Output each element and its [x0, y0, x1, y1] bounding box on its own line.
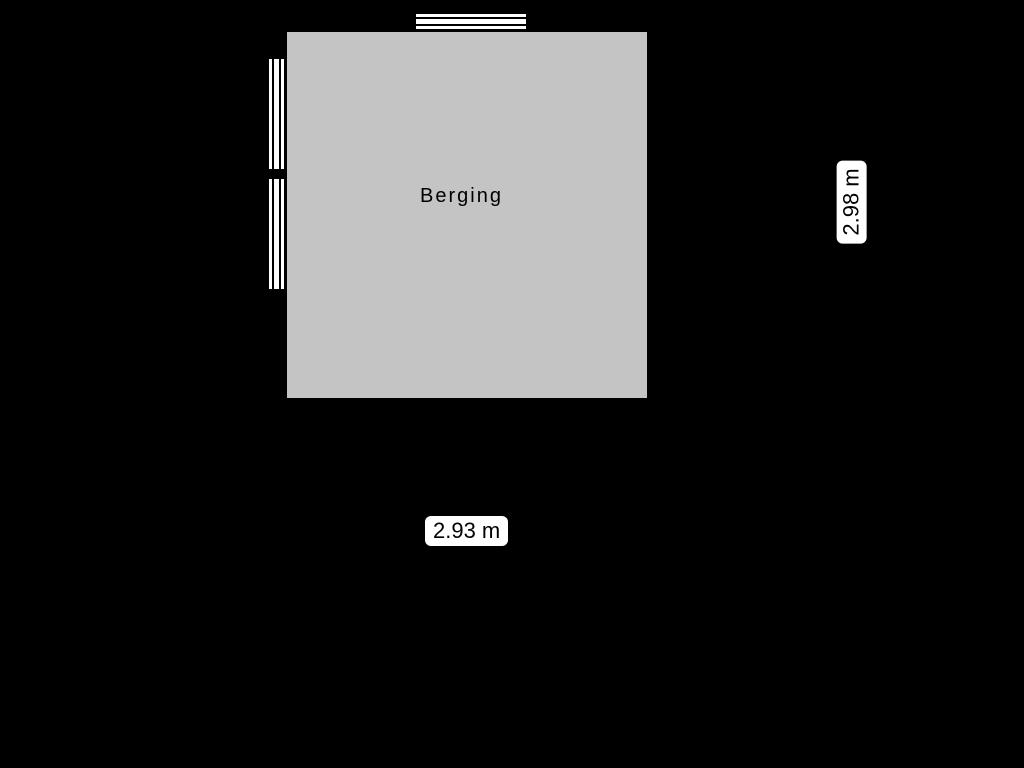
window-left-upper [268, 58, 285, 170]
room-berging [285, 30, 649, 400]
window-top [415, 13, 527, 30]
dimension-width: 2.93 m [425, 516, 508, 546]
floorplan-canvas: Berging 2.93 m 2.98 m [0, 0, 1024, 768]
room-label: Berging [420, 185, 503, 208]
window-left-lower [268, 178, 285, 290]
dimension-height: 2.98 m [837, 160, 867, 243]
